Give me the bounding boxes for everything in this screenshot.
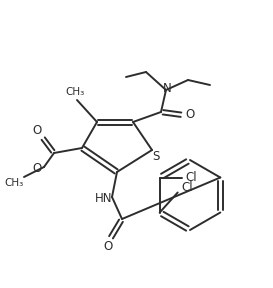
- Text: CH₃: CH₃: [4, 178, 24, 188]
- Text: O: O: [32, 162, 41, 175]
- Text: CH₃: CH₃: [65, 87, 85, 97]
- Text: Cl: Cl: [181, 181, 192, 194]
- Text: HN: HN: [95, 192, 113, 206]
- Text: O: O: [103, 240, 113, 253]
- Text: S: S: [152, 149, 160, 162]
- Text: O: O: [32, 124, 41, 137]
- Text: N: N: [163, 82, 171, 96]
- Text: Cl: Cl: [185, 171, 197, 184]
- Text: O: O: [185, 109, 195, 122]
